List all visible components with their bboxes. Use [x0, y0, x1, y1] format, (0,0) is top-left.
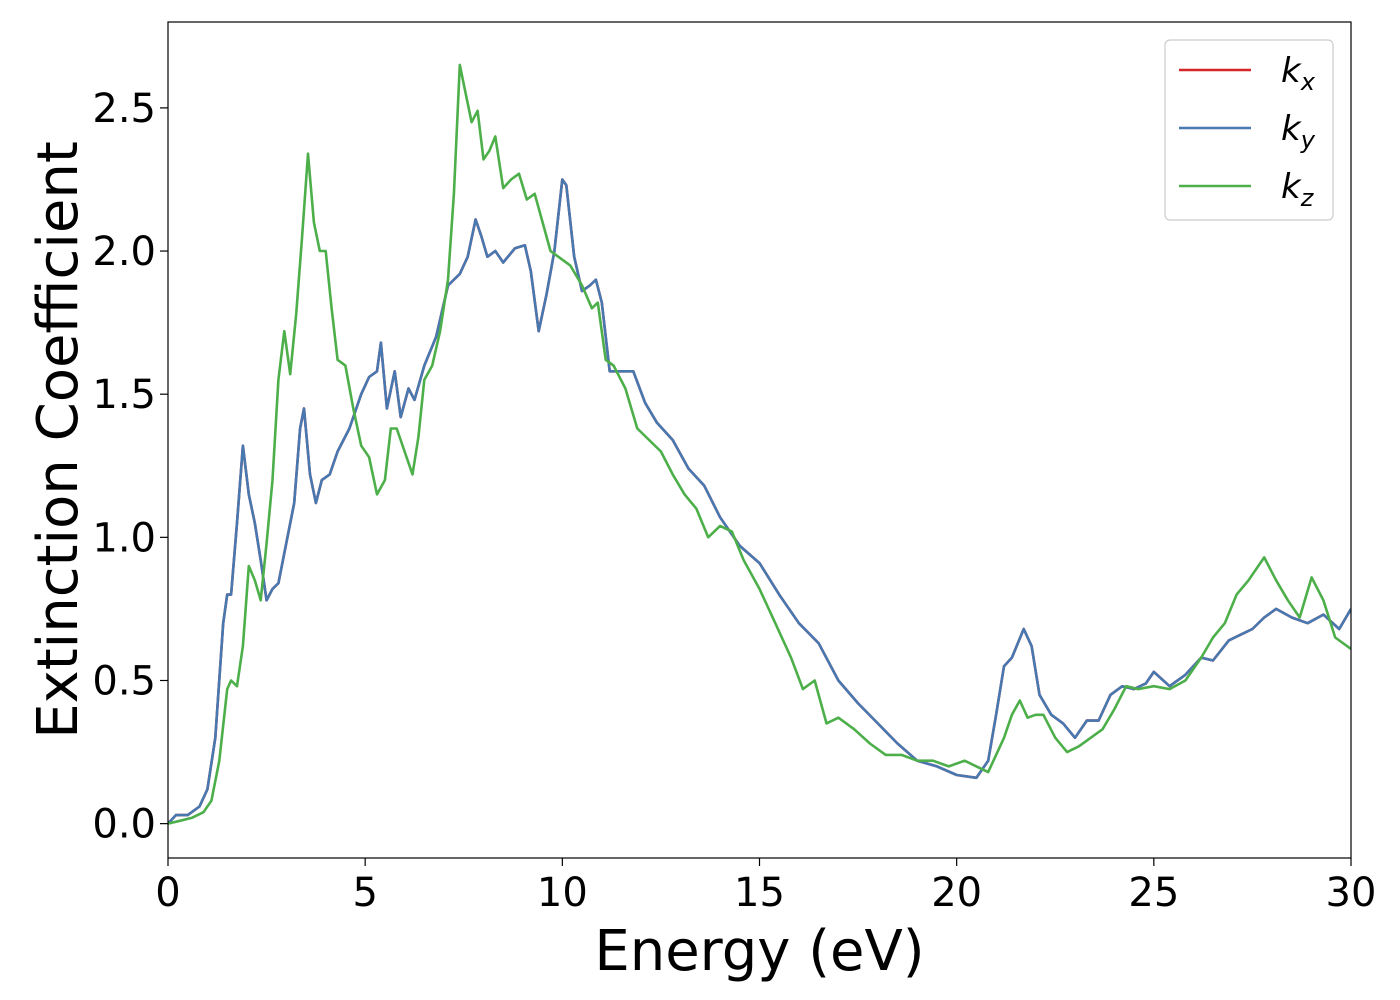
- series-line-kz: [168, 63, 1351, 825]
- x-tick-label: 30: [1326, 870, 1377, 916]
- legend-entry-ky: ky: [1281, 109, 1316, 154]
- legend-subscript-y: y: [1300, 126, 1316, 154]
- legend-entry-kx: kx: [1281, 51, 1316, 96]
- x-tick-label: 10: [537, 870, 588, 916]
- ticks-layer: 0 5 10 15 20 25 30 0.0 0.5 1.0 1.5 2.0 2.5: [92, 86, 1376, 916]
- x-tick-label: 15: [734, 870, 785, 916]
- legend-label-kx: k: [1281, 51, 1302, 91]
- legend-subscript-z: z: [1300, 184, 1315, 212]
- x-tick-label: 0: [155, 870, 180, 916]
- y-tick-label: 1.5: [92, 372, 156, 418]
- y-tick-label: 2.5: [92, 86, 156, 132]
- y-axis-label: Extinction Coefficient: [26, 141, 91, 739]
- legend-label-ky: k: [1281, 109, 1302, 149]
- legend-entry-kz: kz: [1281, 167, 1315, 212]
- legend-subscript-x: x: [1300, 68, 1316, 96]
- x-tick-label: 20: [931, 870, 982, 916]
- y-tick-label: 1.0: [92, 515, 156, 561]
- legend-label-kz: k: [1281, 167, 1302, 207]
- x-axis-label: Energy (eV): [594, 919, 924, 984]
- series-line-ky: [168, 178, 1351, 825]
- legend-box: [1164, 39, 1334, 221]
- x-tick-label: 25: [1128, 870, 1179, 916]
- x-tick-label: 5: [352, 870, 377, 916]
- series-layer: [168, 63, 1351, 825]
- y-tick-label: 2.0: [92, 229, 156, 275]
- y-tick-label: 0.5: [92, 658, 156, 704]
- y-tick-label: 0.0: [92, 802, 156, 848]
